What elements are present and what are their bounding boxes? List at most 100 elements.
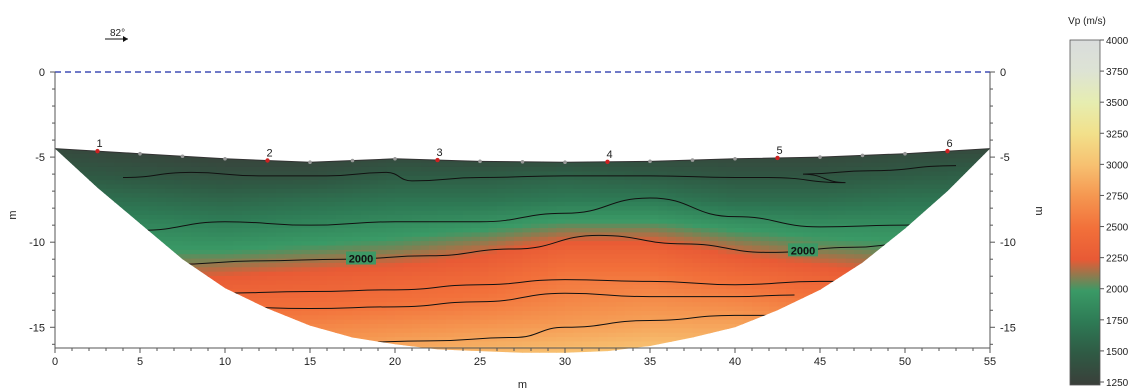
velocity-cell (862, 201, 872, 207)
velocity-cell (752, 328, 762, 334)
velocity-cell (429, 254, 439, 260)
velocity-cell (658, 302, 668, 308)
velocity-cell (352, 310, 362, 316)
velocity-cell (599, 267, 609, 273)
velocity-cell (582, 245, 592, 251)
velocity-cell (607, 219, 617, 225)
velocity-cell (675, 175, 685, 181)
velocity-cell (412, 153, 422, 159)
velocity-cell (684, 214, 694, 220)
velocity-cell (335, 171, 345, 177)
velocity-cell (641, 210, 651, 216)
velocity-cell (531, 249, 541, 255)
velocity-cell (123, 201, 133, 207)
velocity-cell (726, 166, 736, 172)
velocity-cell (395, 184, 405, 190)
velocity-cell (709, 175, 719, 181)
velocity-cell (675, 350, 685, 353)
velocity-cell (726, 158, 736, 164)
velocity-cell (174, 337, 184, 343)
velocity-cell (72, 302, 82, 308)
velocity-cell (259, 197, 269, 203)
velocity-cell (922, 289, 932, 295)
velocity-cell (565, 337, 575, 343)
velocity-cell (480, 280, 490, 286)
velocity-cell (726, 310, 736, 316)
velocity-cell (89, 241, 99, 247)
velocity-cell (420, 180, 430, 186)
velocity-cell (259, 267, 269, 273)
velocity-cell (327, 323, 337, 329)
velocity-cell (735, 258, 745, 264)
velocity-cell (828, 193, 838, 199)
velocity-cell (599, 184, 609, 190)
velocity-cell (395, 280, 405, 286)
velocity-cell (225, 249, 235, 255)
velocity-cell (862, 310, 872, 316)
velocity-cell (837, 258, 847, 264)
velocity-cell (794, 148, 804, 151)
velocity-cell (488, 323, 498, 329)
velocity-cell (344, 245, 354, 251)
velocity-cell (140, 319, 150, 325)
velocity-cell (701, 310, 711, 316)
velocity-cell (930, 350, 940, 353)
velocity-cell (446, 228, 456, 234)
velocity-cell (582, 306, 592, 312)
velocity-cell (123, 249, 133, 255)
velocity-cell (208, 249, 218, 255)
velocity-cell (820, 223, 830, 229)
velocity-cell (811, 276, 821, 281)
velocity-cell (641, 284, 651, 290)
velocity-cell (633, 280, 643, 286)
velocity-cell (259, 323, 269, 329)
velocity-cell (548, 171, 558, 177)
velocity-cell (811, 254, 821, 260)
velocity-cell (735, 241, 745, 247)
velocity-cell (352, 148, 362, 151)
velocity-cell (752, 171, 762, 177)
velocity-cell (55, 254, 65, 260)
velocity-cell (463, 206, 473, 212)
velocity-cell (709, 249, 719, 255)
velocity-cell (437, 223, 447, 229)
velocity-cell (871, 289, 881, 295)
velocity-cell (548, 166, 558, 172)
velocity-cell (301, 293, 311, 299)
velocity-cell (276, 201, 286, 207)
velocity-cell (743, 341, 753, 347)
velocity-cell (301, 350, 311, 353)
velocity-cell (684, 332, 694, 338)
velocity-cell (191, 289, 201, 295)
velocity-cell (378, 249, 388, 255)
velocity-cell (378, 328, 388, 334)
velocity-cell (395, 289, 405, 295)
velocity-cell (361, 171, 371, 177)
velocity-cell (242, 262, 252, 268)
velocity-cell (157, 193, 167, 199)
velocity-cell (361, 262, 371, 268)
velocity-cell (199, 188, 209, 194)
velocity-cell (616, 332, 626, 338)
velocity-cell (89, 171, 99, 177)
velocity-cell (726, 175, 736, 181)
velocity-cell (480, 188, 490, 194)
velocity-cell (913, 148, 923, 151)
velocity-cell (692, 319, 702, 325)
velocity-cell (726, 319, 736, 325)
velocity-cell (267, 337, 277, 343)
velocity-cell (276, 276, 286, 281)
velocity-cell (310, 315, 320, 321)
velocity-cell (590, 280, 600, 286)
velocity-cell (556, 166, 566, 172)
velocity-cell (148, 293, 158, 299)
velocity-cell (879, 276, 889, 281)
velocity-cell (692, 267, 702, 273)
velocity-cell (701, 302, 711, 308)
velocity-cell (888, 284, 898, 290)
velocity-cell (862, 276, 872, 281)
velocity-cell (599, 166, 609, 172)
velocity-cell (420, 306, 430, 312)
velocity-cell (573, 214, 583, 220)
velocity-cell (573, 341, 583, 347)
